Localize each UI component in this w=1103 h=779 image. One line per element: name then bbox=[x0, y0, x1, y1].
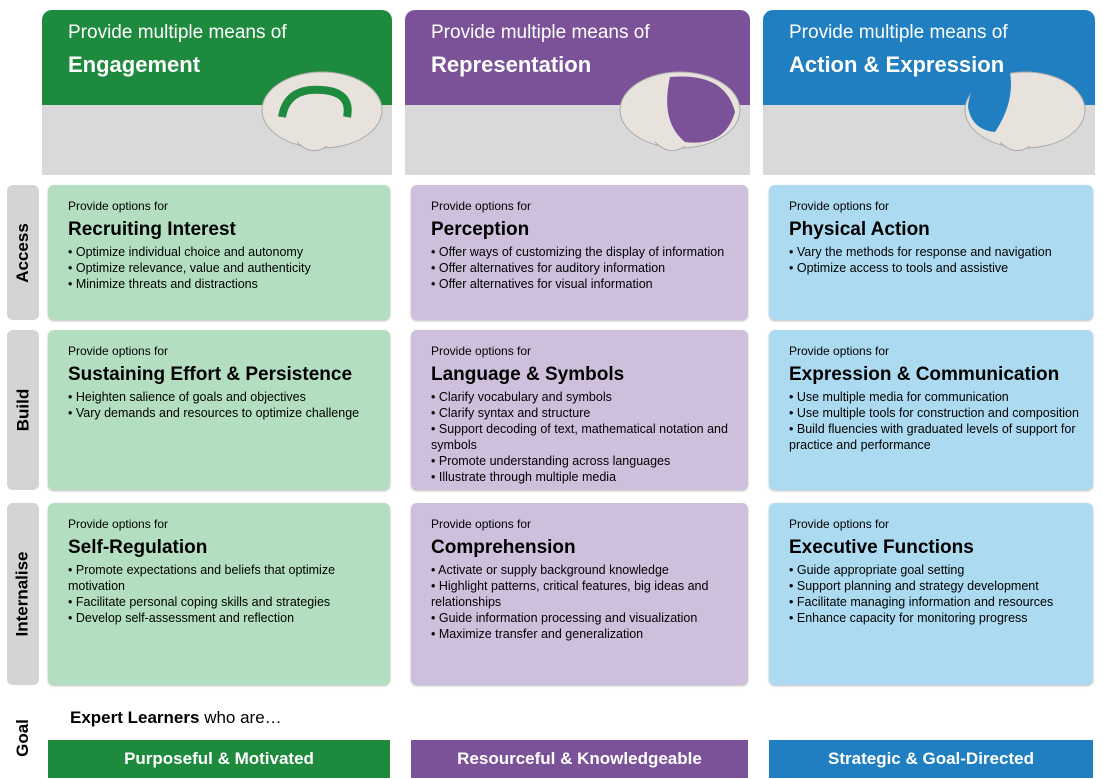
option-card: Provide options for Executive Functions Gu… bbox=[769, 503, 1093, 685]
checkpoint: Clarify vocabulary and symbols bbox=[431, 389, 738, 405]
goal-lead-rest: who are… bbox=[204, 708, 282, 727]
checkpoint: Offer alternatives for auditory informat… bbox=[431, 260, 738, 276]
card-intro: Provide options for bbox=[68, 344, 169, 358]
card-title: Language & Symbols bbox=[431, 364, 625, 385]
goal-bar: Strategic & Goal-Directed bbox=[769, 740, 1093, 778]
header-title: Engagement bbox=[68, 52, 201, 77]
checkpoint: Use multiple tools for construction and … bbox=[789, 405, 1083, 421]
checkpoint: Build fluencies with graduated levels of… bbox=[789, 421, 1083, 453]
checkpoint: Promote understanding across languages bbox=[431, 453, 738, 469]
row-tab: Internalise bbox=[7, 503, 39, 685]
card-intro: Provide options for bbox=[789, 517, 890, 531]
checkpoint: Vary the methods for response and naviga… bbox=[789, 244, 1083, 260]
option-card: Provide options for Sustaining Effort & P… bbox=[48, 330, 390, 490]
row-label: Build bbox=[13, 388, 32, 432]
header-title: Representation bbox=[431, 52, 592, 77]
option-card: Provide options for Comprehension Activate… bbox=[411, 503, 748, 685]
card-intro: Provide options for bbox=[789, 199, 890, 213]
card-title: Physical Action bbox=[789, 219, 930, 240]
row-tab: Access bbox=[7, 185, 39, 320]
goal-bar: Purposeful & Motivated bbox=[48, 740, 390, 778]
checkpoint: Vary demands and resources to optimize c… bbox=[68, 405, 380, 421]
checkpoint: Illustrate through multiple media bbox=[431, 469, 738, 485]
option-card: Provide options for Self-Regulation Promot… bbox=[48, 503, 390, 685]
card-title: Executive Functions bbox=[789, 537, 974, 558]
header-title: Action & Expression bbox=[789, 52, 1005, 77]
card-title: Recruiting Interest bbox=[68, 219, 236, 240]
checkpoint: Promote expectations and beliefs that op… bbox=[68, 562, 380, 594]
row-tab: Build bbox=[7, 330, 39, 490]
checkpoint: Guide appropriate goal setting bbox=[789, 562, 1083, 578]
row-label: Goal bbox=[13, 719, 33, 757]
checkpoint: Use multiple media for communication bbox=[789, 389, 1083, 405]
checkpoint-list: Activate or supply background knowledgeH… bbox=[431, 562, 738, 642]
checkpoint: Enhance capacity for monitoring progress bbox=[789, 610, 1083, 626]
checkpoint: Offer alternatives for visual informatio… bbox=[431, 276, 738, 292]
checkpoint: Support planning and strategy developmen… bbox=[789, 578, 1083, 594]
card-intro: Provide options for bbox=[68, 517, 169, 531]
row-label: Access bbox=[13, 222, 32, 283]
card-title: Sustaining Effort & Persistence bbox=[68, 364, 353, 385]
checkpoint-list: Promote expectations and beliefs that op… bbox=[68, 562, 380, 626]
checkpoint: Facilitate personal coping skills and st… bbox=[68, 594, 380, 610]
checkpoint: Guide information processing and visuali… bbox=[431, 610, 738, 626]
header-intro: Provide multiple means of bbox=[68, 22, 287, 43]
card-intro: Provide options for bbox=[431, 517, 532, 531]
card-intro: Provide options for bbox=[68, 199, 169, 213]
goal-lead: Expert Learners who are… bbox=[70, 708, 282, 728]
checkpoint: Maximize transfer and generalization bbox=[431, 626, 738, 642]
checkpoint: Optimize access to tools and assistive bbox=[789, 260, 1083, 276]
goal-tab: Goal bbox=[7, 700, 39, 776]
checkpoint: Optimize individual choice and autonomy bbox=[68, 244, 380, 260]
checkpoint: Facilitate managing information and reso… bbox=[789, 594, 1083, 610]
checkpoint: Optimize relevance, value and authentici… bbox=[68, 260, 380, 276]
option-card: Provide options for Physical Action Vary t… bbox=[769, 185, 1093, 320]
brain-icon bbox=[964, 71, 1086, 152]
checkpoint: Activate or supply background knowledge bbox=[431, 562, 738, 578]
card-title: Perception bbox=[431, 219, 530, 240]
header-intro: Provide multiple means of bbox=[789, 22, 1008, 43]
checkpoint: Clarify syntax and structure bbox=[431, 405, 738, 421]
option-card: Provide options for Language & Symbols Cla… bbox=[411, 330, 748, 490]
checkpoint-list: Optimize individual choice and autonomyO… bbox=[68, 244, 380, 292]
card-intro: Provide options for bbox=[431, 199, 532, 213]
brain-icon bbox=[619, 71, 741, 152]
checkpoint-list: Clarify vocabulary and symbolsClarify sy… bbox=[431, 389, 738, 485]
checkpoint: Offer ways of customizing the display of… bbox=[431, 244, 738, 260]
option-card: Provide options for Perception Offer ways … bbox=[411, 185, 748, 320]
checkpoint: Develop self-assessment and reflection bbox=[68, 610, 380, 626]
checkpoint: Heighten salience of goals and objective… bbox=[68, 389, 380, 405]
card-title: Expression & Communication bbox=[789, 364, 1060, 385]
goal-bar: Resourceful & Knowledgeable bbox=[411, 740, 748, 778]
card-intro: Provide options for bbox=[789, 344, 890, 358]
checkpoint-list: Guide appropriate goal settingSupport pl… bbox=[789, 562, 1083, 626]
row-label: Internalise bbox=[13, 551, 33, 637]
option-card: Provide options for Expression & Communic… bbox=[769, 330, 1093, 490]
option-card: Provide options for Recruiting Interest Op… bbox=[48, 185, 390, 320]
checkpoint-list: Use multiple media for communicationUse … bbox=[789, 389, 1083, 453]
checkpoint: Support decoding of text, mathematical n… bbox=[431, 421, 738, 453]
checkpoint: Highlight patterns, critical features, b… bbox=[431, 578, 738, 610]
header-intro: Provide multiple means of bbox=[431, 22, 650, 43]
checkpoint-list: Vary the methods for response and naviga… bbox=[789, 244, 1083, 276]
goal-lead-bold: Expert Learners bbox=[70, 708, 200, 727]
checkpoint-list: Offer ways of customizing the display of… bbox=[431, 244, 738, 292]
card-title: Self-Regulation bbox=[68, 537, 208, 558]
card-title: Comprehension bbox=[431, 537, 576, 558]
brain-icon bbox=[261, 71, 383, 152]
card-intro: Provide options for bbox=[431, 344, 532, 358]
checkpoint-list: Heighten salience of goals and objective… bbox=[68, 389, 380, 421]
checkpoint: Minimize threats and distractions bbox=[68, 276, 380, 292]
